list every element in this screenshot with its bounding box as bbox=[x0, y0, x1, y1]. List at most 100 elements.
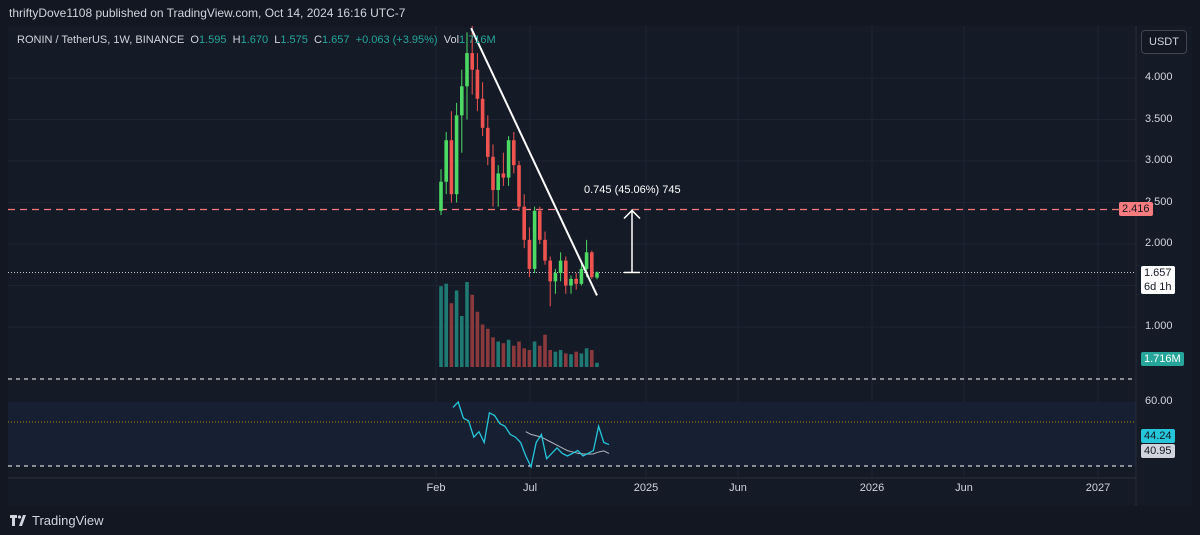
footer-bar: TradingView bbox=[0, 506, 1200, 535]
candle-body bbox=[496, 173, 500, 191]
candle-body bbox=[543, 239, 547, 261]
candle-body bbox=[454, 115, 459, 195]
price-tick-label: 3.500 bbox=[1145, 112, 1173, 125]
volume-bar bbox=[460, 316, 464, 367]
chart-svg[interactable] bbox=[8, 26, 1192, 506]
low-label: L bbox=[274, 34, 281, 46]
volume-label: Vol bbox=[443, 34, 460, 46]
rsi-line bbox=[452, 400, 610, 469]
volume-bar bbox=[496, 341, 500, 367]
candle-body bbox=[449, 140, 454, 195]
candle-body bbox=[480, 98, 485, 128]
candle-body bbox=[527, 239, 532, 269]
candle-body bbox=[460, 86, 464, 116]
candle-body bbox=[470, 53, 474, 70]
volume-bar bbox=[548, 350, 552, 367]
candle-body bbox=[569, 278, 573, 286]
volume-bar bbox=[470, 294, 474, 367]
candle-body bbox=[517, 165, 521, 207]
price-tick-label: 4.000 bbox=[1145, 71, 1173, 83]
volume-bar bbox=[439, 286, 443, 367]
volume-badge: 1.716M bbox=[1141, 352, 1184, 366]
last-price-badge: 1.657 bbox=[1141, 266, 1175, 280]
volume-bar bbox=[444, 283, 448, 367]
time-tick-label: 2027 bbox=[1085, 482, 1111, 494]
candle-body bbox=[512, 140, 516, 166]
close-label: C bbox=[314, 34, 322, 46]
volume-value: 1.716M bbox=[459, 34, 496, 46]
volume-bar bbox=[454, 290, 459, 367]
time-tick-label: Jun bbox=[729, 482, 747, 494]
measure-annotation: 0.745 (45.06%) 745 bbox=[584, 184, 681, 196]
volume-bar bbox=[564, 353, 568, 367]
symbol-legend: RONIN / TetherUS, 1W, BINANCE O1.595 H1.… bbox=[17, 34, 496, 46]
volume-bar bbox=[558, 350, 563, 367]
volume-bar bbox=[465, 282, 469, 367]
candle-body bbox=[501, 173, 506, 178]
time-tick-label: 2026 bbox=[859, 482, 885, 494]
candle-body bbox=[579, 268, 584, 284]
brand-label: TradingView bbox=[32, 513, 104, 528]
rsi-ma-badge: 40.95 bbox=[1141, 444, 1175, 458]
candle-body bbox=[439, 181, 443, 211]
volume-bar bbox=[579, 353, 584, 367]
volume-bar bbox=[449, 303, 454, 367]
price-tick-label: 3.000 bbox=[1145, 154, 1173, 166]
chart-area[interactable] bbox=[8, 26, 1192, 506]
volume-bar bbox=[522, 348, 526, 367]
volume-bar bbox=[543, 334, 547, 367]
time-tick-label: 2025 bbox=[633, 482, 659, 494]
downtrend-line bbox=[470, 27, 598, 296]
open-label: O bbox=[190, 34, 199, 46]
high-value: 1.670 bbox=[240, 34, 269, 46]
volume-bar bbox=[512, 345, 516, 367]
open-value: 1.595 bbox=[198, 34, 227, 46]
candle-body bbox=[595, 272, 599, 278]
volume-bar bbox=[506, 339, 511, 367]
volume-bar bbox=[590, 350, 594, 367]
level-price-badge: 2.416 bbox=[1119, 202, 1153, 216]
volume-bar bbox=[569, 354, 573, 367]
price-tick-label: 2.000 bbox=[1145, 237, 1173, 249]
volume-bar bbox=[574, 351, 578, 367]
volume-bar bbox=[517, 341, 521, 367]
publisher-bar: thriftyDove1108 published on TradingView… bbox=[0, 0, 1200, 26]
price-tick-label: 1.000 bbox=[1145, 320, 1173, 332]
volume-bar bbox=[595, 362, 599, 367]
time-tick-label: Jun bbox=[955, 482, 973, 494]
measure-arrow-head bbox=[623, 209, 641, 220]
candle-body bbox=[522, 206, 526, 240]
volume-bar bbox=[480, 324, 485, 367]
candle-body bbox=[475, 69, 480, 99]
tradingview-brand[interactable]: TradingView bbox=[10, 513, 104, 528]
countdown-badge: 6d 1h bbox=[1141, 280, 1175, 294]
candle-body bbox=[465, 53, 469, 87]
candle-body bbox=[486, 127, 490, 157]
time-tick-label: Feb bbox=[426, 482, 446, 494]
time-tick-label: Jul bbox=[522, 482, 538, 494]
volume-bar bbox=[527, 350, 532, 367]
candle-body bbox=[564, 260, 568, 286]
candle-body bbox=[532, 210, 537, 269]
candle-body bbox=[553, 273, 558, 282]
change-value: +0.063 (+3.95%) bbox=[355, 34, 438, 46]
rsi-badge: 44.24 bbox=[1141, 429, 1175, 443]
candle-body bbox=[548, 260, 552, 282]
candle-body bbox=[444, 140, 448, 182]
volume-bar bbox=[538, 345, 542, 367]
oscillator-tick-label: 60.00 bbox=[1145, 395, 1173, 407]
volume-bar bbox=[486, 328, 490, 367]
publisher-line: thriftyDove1108 published on TradingView… bbox=[9, 6, 406, 20]
currency-unit-button[interactable]: USDT bbox=[1141, 30, 1187, 54]
candle-body bbox=[584, 252, 589, 269]
close-value: 1.657 bbox=[321, 34, 350, 46]
symbol-title: RONIN / TetherUS, 1W, BINANCE bbox=[17, 34, 185, 46]
volume-bar bbox=[491, 337, 495, 367]
volume-bar bbox=[475, 311, 480, 367]
candle-body bbox=[574, 278, 578, 284]
tradingview-logo-icon bbox=[10, 515, 26, 526]
volume-bar bbox=[584, 348, 589, 367]
candle-body bbox=[491, 156, 495, 191]
candle-body bbox=[558, 260, 563, 274]
